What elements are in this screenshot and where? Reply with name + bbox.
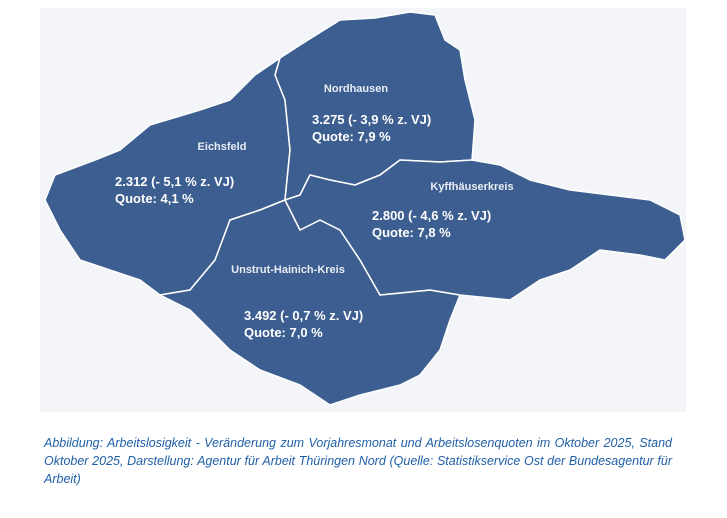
region-quote: Quote: 7,9 % (312, 129, 391, 144)
region-name: Unstrut-Hainich-Kreis (231, 264, 345, 276)
region-change: 2.312 (- 5,1 % z. VJ) (115, 174, 234, 189)
region-change: 3.275 (- 3,9 % z. VJ) (312, 112, 431, 127)
region-change: 2.800 (- 4,6 % z. VJ) (372, 208, 491, 223)
region-name: Nordhausen (324, 83, 388, 95)
caption: Abbildung: Arbeitslosigkeit - Veränderun… (44, 436, 672, 486)
region-change: 3.492 (- 0,7 % z. VJ) (244, 308, 363, 323)
region-quote: Quote: 4,1 % (115, 191, 194, 206)
region-quote: Quote: 7,0 % (244, 325, 323, 340)
region-name: Kyffhäuserkreis (430, 181, 513, 193)
region-kyffhaeuser (284, 159, 686, 301)
map: Nordhausen 3.275 (- 3,9 % z. VJ) Quote: … (40, 8, 686, 412)
region-quote: Quote: 7,8 % (372, 225, 451, 240)
region-name: Eichsfeld (198, 141, 247, 153)
